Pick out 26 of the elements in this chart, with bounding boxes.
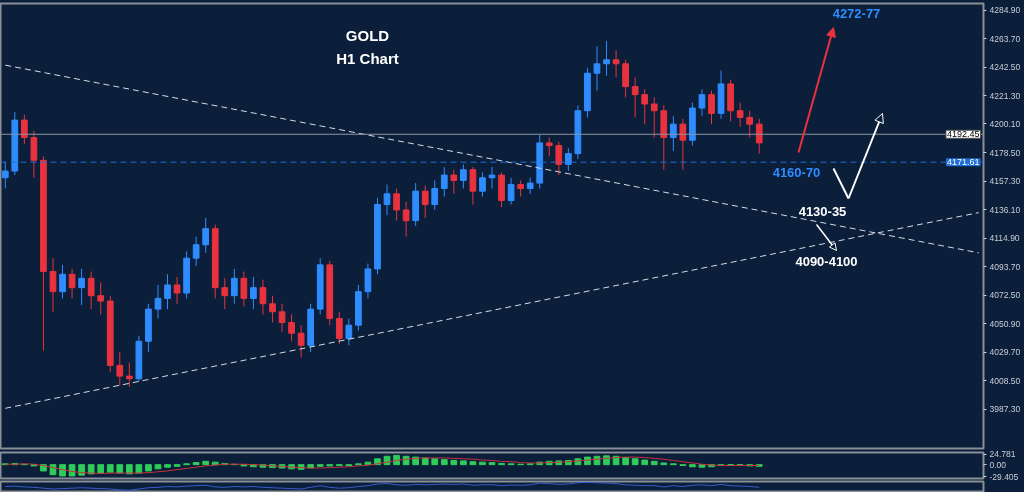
y-tick-label: 4221.30 bbox=[989, 90, 1021, 101]
y-tick-label: 4114.90 bbox=[989, 233, 1020, 244]
y-tick-label: 4200.10 bbox=[989, 119, 1021, 129]
y-tick-label: 4242.50 bbox=[989, 62, 1021, 73]
annotation: 4272-77 bbox=[832, 6, 881, 21]
y-tick-label: 4029.70 bbox=[989, 347, 1021, 358]
ref-line-label: 4192.45 bbox=[946, 129, 980, 140]
annotation: 4160-70 bbox=[772, 165, 821, 180]
y-tick-label: 3987.30 bbox=[989, 404, 1021, 415]
text: GOLD bbox=[345, 27, 390, 44]
y-tick-label: 4136.10 bbox=[989, 204, 1021, 215]
y-tick-label: 4157.30 bbox=[989, 176, 1021, 187]
y-tick-label: 4093.70 bbox=[989, 261, 1021, 272]
annotation: 4090-4100 bbox=[795, 254, 858, 269]
y-tick-label: 4178.50 bbox=[989, 147, 1021, 158]
y-tick-label: -29.405 bbox=[989, 471, 1019, 482]
y-tick-label: 4072.50 bbox=[989, 290, 1021, 301]
y-tick-label: 4050.90 bbox=[989, 318, 1021, 329]
y-tick-label: 4263.70 bbox=[989, 33, 1021, 44]
y-tick-label: 4008.50 bbox=[989, 375, 1021, 386]
y-tick-label: 4284.90 bbox=[989, 5, 1021, 16]
annotation: 4130-35 bbox=[798, 204, 847, 219]
ref-line-label: 4171.61 bbox=[946, 157, 980, 168]
y-tick-label: 24.781 bbox=[989, 449, 1016, 460]
text: H1 Chart bbox=[336, 50, 399, 67]
y-tick-label: 0.00 bbox=[989, 459, 1007, 470]
